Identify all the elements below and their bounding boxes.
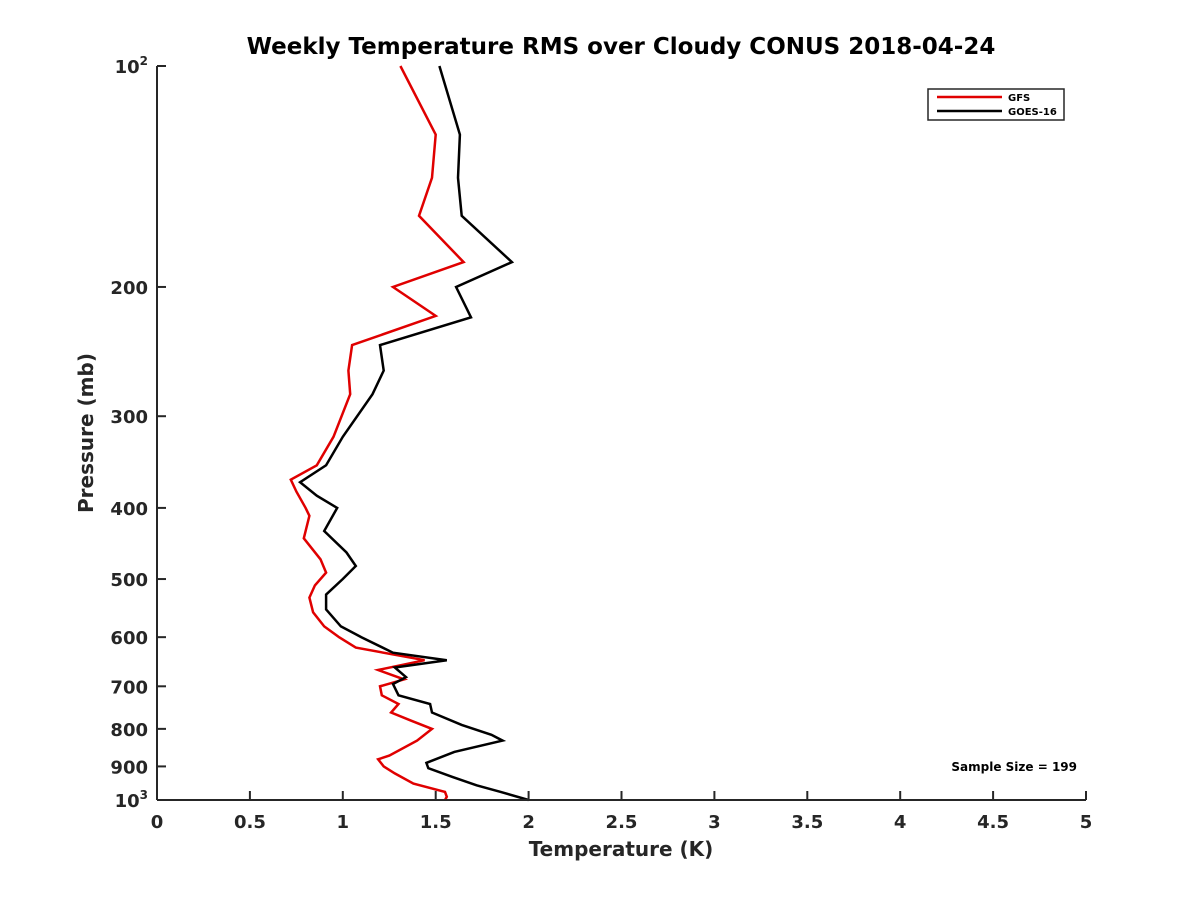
chart-title: Weekly Temperature RMS over Cloudy CONUS… [247,34,996,60]
sample-size-annotation: Sample Size = 199 [951,760,1077,774]
x-tick-label: 0.5 [234,812,266,833]
x-tick-label: 2 [522,812,535,833]
y-tick-base: 10 [115,791,140,812]
x-tick-label: 2.5 [606,812,638,833]
y-tick-label: 800 [110,720,148,741]
y-axis-label: Pressure (mb) [74,353,98,513]
x-ticks: 0 0.5 1 1.5 2 2.5 3 3.5 4 4.5 5 [151,791,1093,833]
y-tick-label: 300 [110,407,148,428]
y-tick-label: 102 [115,54,148,78]
y-tick-label: 400 [110,499,148,520]
x-tick-label: 3.5 [791,812,823,833]
chart-legend: GFS GOES-16 [927,88,1065,121]
y-tick-exponent: 2 [140,54,148,68]
series-layer [289,65,529,802]
legend-box [927,88,1065,121]
y-tick-label: 103 [115,788,148,812]
y-tick-label: 500 [110,570,148,591]
x-tick-label: 0 [151,812,164,833]
series-line-goes16 [297,65,529,802]
plot-area: 0 0.5 1 1.5 2 2.5 3 3.5 4 4.5 5 102200300400500600… [110,54,1092,833]
y-tick-base: 10 [115,57,140,78]
x-tick-label: 3 [708,812,721,833]
x-tick-label: 4 [894,812,907,833]
x-axis-label: Temperature (K) [529,837,714,861]
y-tick-label: 600 [110,628,148,649]
x-tick-label: 1.5 [420,812,452,833]
y-tick-label: 200 [110,278,148,299]
legend-label-gfs: GFS [1008,93,1030,104]
legend-label-goes16: GOES-16 [1008,107,1057,118]
y-tick-exponent: 3 [140,788,148,802]
y-tick-label: 700 [110,677,148,698]
y-tick-label: 900 [110,757,148,778]
x-tick-label: 4.5 [977,812,1009,833]
x-tick-label: 1 [337,812,350,833]
series-line-gfs [289,65,466,801]
x-tick-label: 5 [1080,812,1093,833]
